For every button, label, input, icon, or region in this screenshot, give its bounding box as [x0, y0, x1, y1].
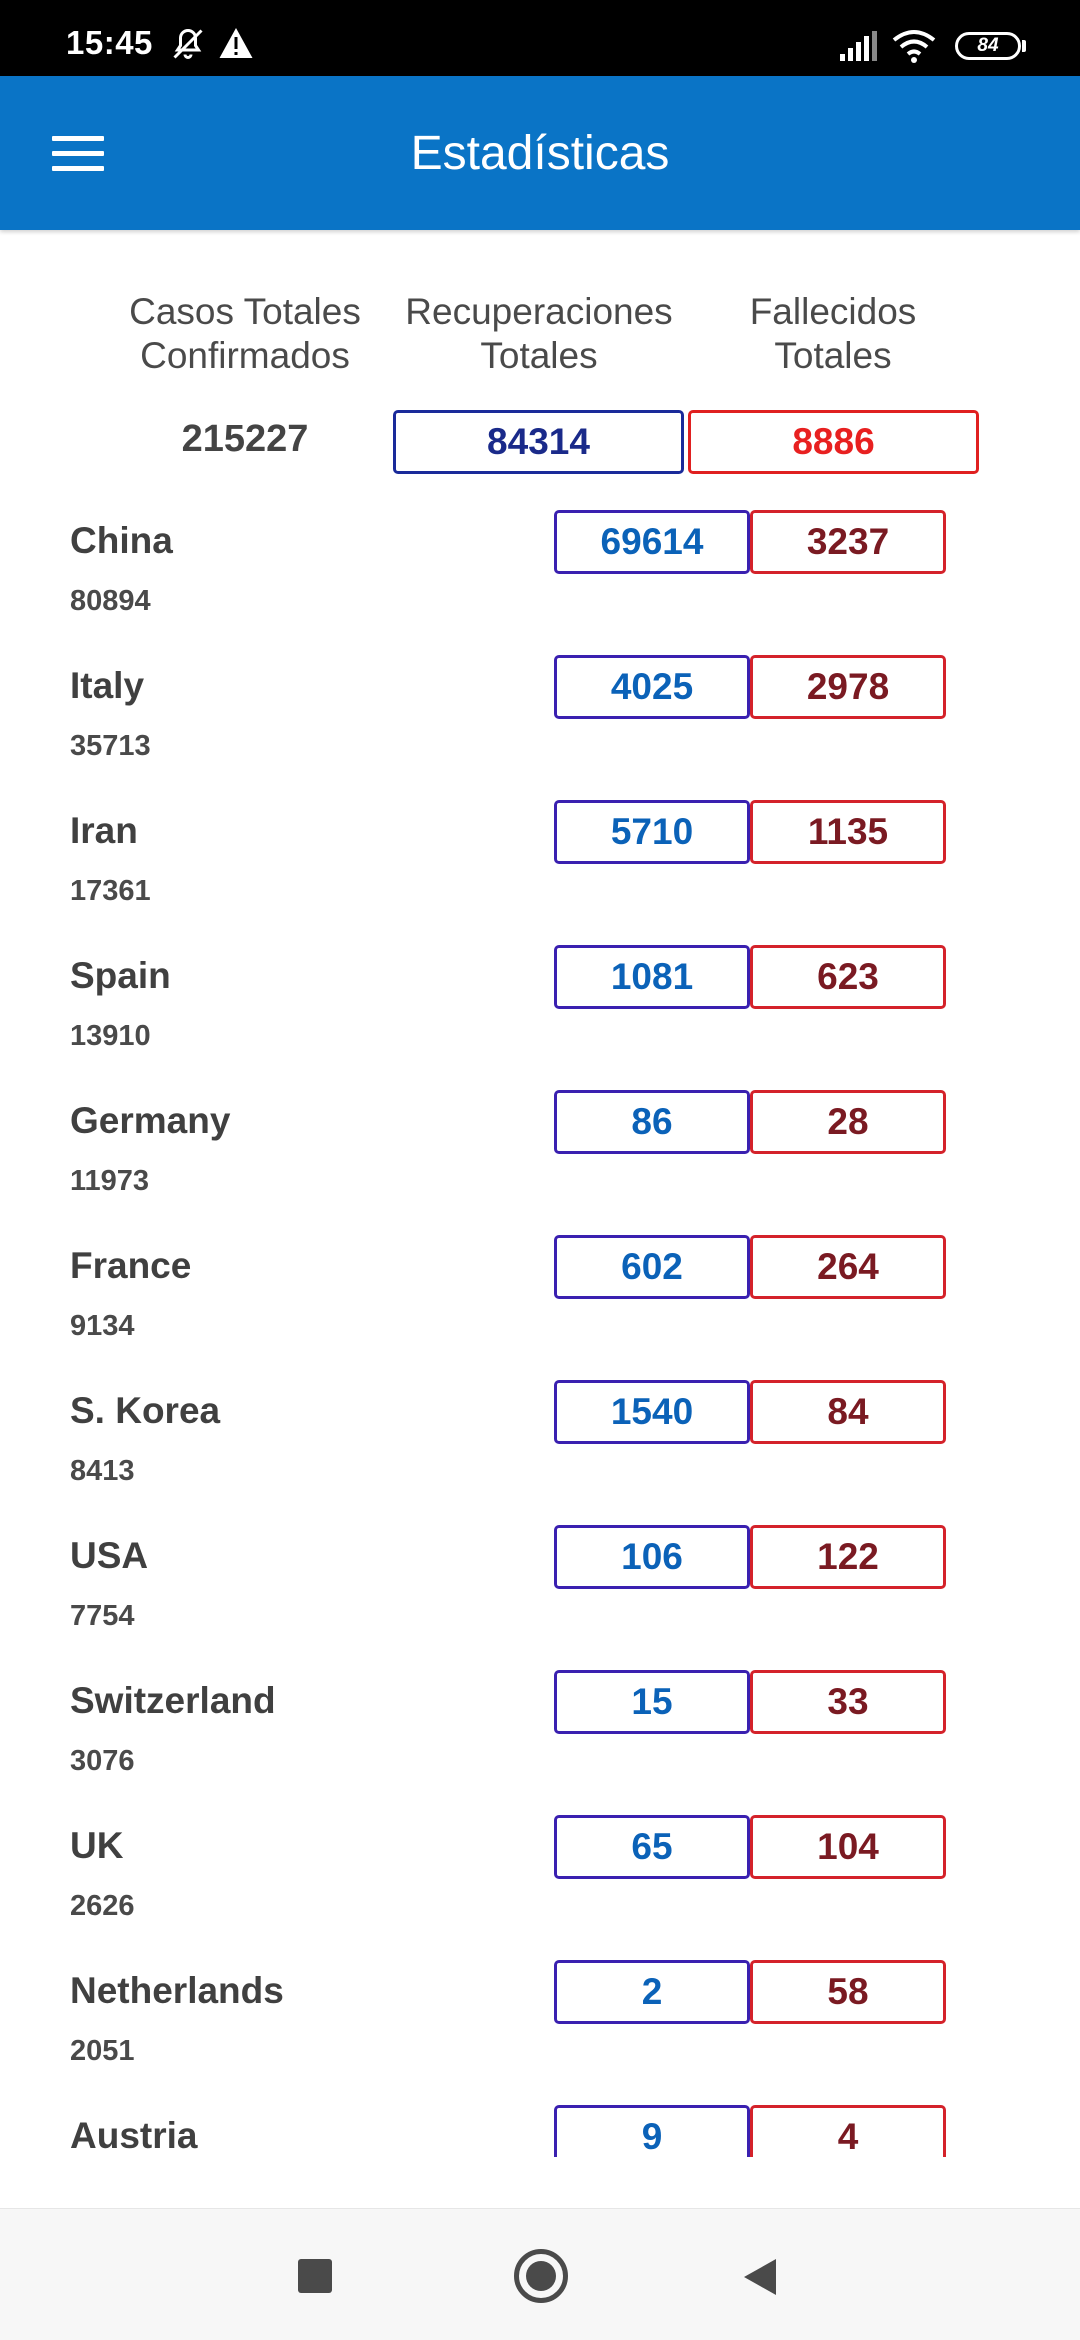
wifi-icon: [892, 30, 936, 63]
battery-tip: [1022, 40, 1026, 52]
country-deaths-box: 4: [750, 2105, 946, 2157]
country-deaths-box: 84: [750, 1380, 946, 1444]
deaths-label: Fallecidos Totales: [683, 290, 983, 378]
country-deaths-box: 28: [750, 1090, 946, 1154]
country-deaths-box: 3237: [750, 510, 946, 574]
country-recovered-box: 1081: [554, 945, 750, 1009]
country-row[interactable]: UK 2626 65 104: [0, 1810, 1080, 1955]
country-row[interactable]: China 80894 69614 3237: [0, 505, 1080, 650]
country-total-cases: 35713: [70, 730, 151, 762]
status-bar: 15:45 84: [0, 0, 1080, 76]
confirmed-label-line-2: Confirmados: [140, 335, 350, 376]
country-recovered-box: 86: [554, 1090, 750, 1154]
country-row[interactable]: Switzerland 3076 15 33: [0, 1665, 1080, 1810]
country-total-cases: 2051: [70, 2035, 135, 2067]
country-row[interactable]: S. Korea 8413 1540 84: [0, 1375, 1080, 1520]
country-name: Iran: [70, 810, 138, 851]
country-deaths-box: 1135: [750, 800, 946, 864]
country-deaths-box: 2978: [750, 655, 946, 719]
country-recovered-box: 69614: [554, 510, 750, 574]
confirmed-label-line-1: Casos Totales: [129, 291, 361, 332]
home-circle-icon[interactable]: [514, 2249, 568, 2303]
country-name: UK: [70, 1825, 124, 1866]
country-deaths-box: 33: [750, 1670, 946, 1734]
country-total-cases: 8413: [70, 1455, 135, 1487]
battery-icon: 84: [955, 32, 1021, 60]
country-list[interactable]: China 80894 69614 3237 Italy 35713 4025 2978 Ira…: [0, 505, 1080, 2157]
country-total-cases: 80894: [70, 585, 151, 617]
recovered-label-line-1: Recuperaciones: [405, 291, 673, 332]
country-recovered-box: 65: [554, 1815, 750, 1879]
country-total-cases: 9134: [70, 1310, 135, 1342]
page-title: Estadísticas: [410, 127, 670, 180]
navigation-bar: [0, 2208, 1080, 2340]
country-name: Austria: [70, 2115, 198, 2156]
country-row[interactable]: Spain 13910 1081 623: [0, 940, 1080, 1085]
country-recovered-box: 15: [554, 1670, 750, 1734]
country-name: Germany: [70, 1100, 231, 1141]
country-name: USA: [70, 1535, 149, 1576]
country-name: China: [70, 520, 173, 561]
hamburger-menu-icon[interactable]: [40, 121, 114, 185]
country-total-cases: 17361: [70, 875, 151, 907]
app-bar: Estadísticas: [0, 76, 1080, 230]
country-name: Netherlands: [70, 1970, 284, 2011]
back-triangle-icon[interactable]: [742, 2257, 778, 2297]
deaths-label-line-1: Fallecidos: [749, 291, 917, 332]
status-time: 15:45: [66, 24, 153, 61]
country-recovered-box: 106: [554, 1525, 750, 1589]
country-row[interactable]: France 9134 602 264: [0, 1230, 1080, 1375]
country-row[interactable]: USA 7754 106 122: [0, 1520, 1080, 1665]
country-deaths-box: 264: [750, 1235, 946, 1299]
country-row[interactable]: Austria 9 4: [0, 2100, 1080, 2157]
country-recovered-box: 9: [554, 2105, 750, 2157]
warning-icon: [219, 28, 253, 58]
country-row[interactable]: Iran 17361 5710 1135: [0, 795, 1080, 940]
recents-square-icon[interactable]: [298, 2259, 332, 2293]
country-name: Spain: [70, 955, 171, 996]
country-name: Switzerland: [70, 1680, 276, 1721]
total-deaths-box: 8886: [688, 410, 979, 474]
confirmed-label: Casos Totales Confirmados: [95, 290, 395, 378]
country-deaths-box: 623: [750, 945, 946, 1009]
country-deaths-box: 104: [750, 1815, 946, 1879]
bell-off-icon: [173, 28, 203, 59]
country-recovered-box: 2: [554, 1960, 750, 2024]
country-recovered-box: 602: [554, 1235, 750, 1299]
total-confirmed: 215227: [181, 418, 309, 460]
total-recovered-box: 84314: [393, 410, 684, 474]
country-total-cases: 11973: [70, 1165, 150, 1197]
country-total-cases: 7754: [70, 1600, 135, 1632]
recovered-label-line-2: Totales: [480, 335, 598, 376]
country-recovered-box: 5710: [554, 800, 750, 864]
deaths-label-line-2: Totales: [774, 335, 892, 376]
country-recovered-box: 4025: [554, 655, 750, 719]
battery-level: 84: [977, 35, 999, 56]
country-row[interactable]: Germany 11973 86 28: [0, 1085, 1080, 1230]
country-row[interactable]: Netherlands 2051 2 58: [0, 1955, 1080, 2100]
country-name: Italy: [70, 665, 145, 706]
signal-icon: [840, 31, 877, 61]
recovered-label: Recuperaciones Totales: [389, 290, 689, 378]
country-row[interactable]: Italy 35713 4025 2978: [0, 650, 1080, 795]
country-deaths-box: 58: [750, 1960, 946, 2024]
country-deaths-box: 122: [750, 1525, 946, 1589]
country-recovered-box: 1540: [554, 1380, 750, 1444]
country-total-cases: 2626: [70, 1890, 135, 1922]
country-total-cases: 13910: [70, 1020, 151, 1052]
country-name: France: [70, 1245, 192, 1286]
country-total-cases: 3076: [70, 1745, 135, 1777]
country-name: S. Korea: [70, 1390, 221, 1431]
